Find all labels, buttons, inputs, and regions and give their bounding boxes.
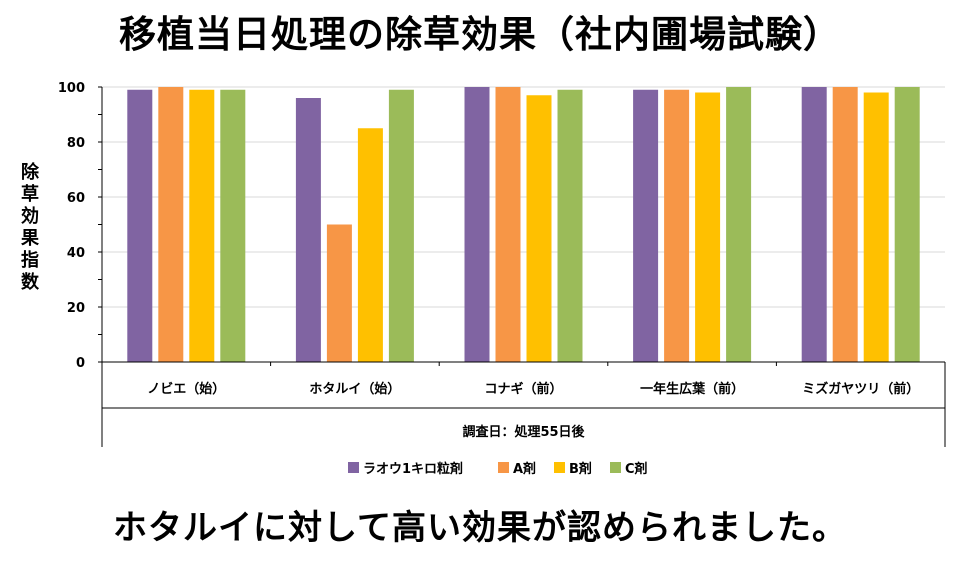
bar (464, 87, 490, 362)
bar (388, 89, 414, 362)
bar (189, 89, 215, 362)
y-tick-label: 80 (67, 136, 85, 151)
y-axis-label: 除草効果指数 (20, 161, 40, 293)
legend-swatch (348, 462, 359, 473)
bar (357, 128, 383, 362)
bar (526, 95, 552, 362)
bar (495, 87, 521, 362)
bar (832, 87, 858, 362)
x-category-label: 一年生広葉（前） (640, 381, 744, 397)
y-tick-label: 40 (67, 246, 85, 261)
x-category-label: コナギ（前） (484, 381, 562, 397)
bar (633, 89, 659, 362)
bar (726, 87, 752, 362)
x-category-label: ホタルイ（始） (309, 381, 400, 397)
bar (664, 89, 690, 362)
legend-label: A剤 (513, 461, 536, 477)
legend-label: C剤 (625, 461, 648, 477)
conclusion-text: ホタルイに対して高い効果が認められました。 (113, 508, 847, 548)
legend: ラオウ1キロ粒剤 A剤 B剤 C剤 (348, 461, 648, 477)
x-category-label: ミズガヤツリ（前） (802, 381, 919, 397)
legend-swatch (498, 462, 509, 473)
y-axis-ticks: 0 20 40 60 80 100 (58, 81, 102, 371)
y-tick-label: 100 (58, 81, 85, 96)
chart-title: 移植当日処理の除草効果（社内圃場試験） (119, 13, 841, 56)
legend-swatch (610, 462, 621, 473)
bar (894, 87, 920, 362)
y-tick-label: 20 (67, 301, 85, 316)
bar (158, 87, 184, 362)
bar (863, 92, 889, 362)
bar (326, 224, 352, 362)
axes (101, 87, 946, 447)
bars (127, 87, 920, 362)
y-tick-label: 0 (76, 356, 85, 371)
x-category-label: ノビエ（始） (147, 381, 225, 397)
legend-label: B剤 (569, 461, 592, 477)
legend-label: ラオウ1キロ粒剤 (363, 461, 463, 477)
x-axis-categories: ノビエ（始） ホタルイ（始） コナギ（前） 一年生広葉（前） ミズガヤツリ（前） (147, 362, 919, 397)
bar (695, 92, 721, 362)
bar (127, 89, 153, 362)
bar (557, 89, 583, 362)
y-tick-label: 60 (67, 191, 85, 206)
bar (295, 98, 321, 362)
x-axis-label: 調査日：処理55日後 (462, 424, 585, 440)
bar (220, 89, 246, 362)
legend-swatch (554, 462, 565, 473)
bar (801, 87, 827, 362)
